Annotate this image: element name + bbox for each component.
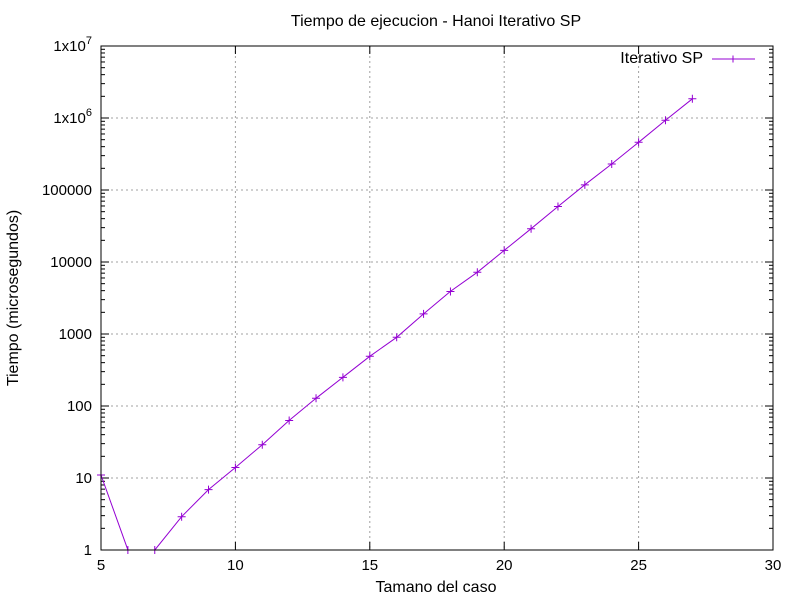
- data-point-marker: [231, 463, 240, 472]
- x-tick-label: 15: [361, 557, 378, 574]
- data-point-marker: [580, 180, 589, 189]
- data-point-marker: [285, 416, 294, 425]
- x-tick-label: 10: [227, 557, 244, 574]
- x-tick-label: 25: [630, 557, 647, 574]
- data-point-marker: [553, 202, 562, 211]
- data-point-marker: [258, 440, 267, 449]
- y-tick-label: 1: [84, 542, 92, 559]
- y-axis-title: Tiempo (microsegundos): [5, 210, 22, 386]
- series-line: [100, 98, 693, 551]
- data-point-marker: [392, 333, 401, 342]
- x-tick-label: 20: [496, 557, 513, 574]
- y-tick-labels: 1 10 100 1000 10000 100000 1x106 1x107: [42, 35, 92, 559]
- y-tick-label: 100000: [42, 182, 92, 199]
- data-point-marker: [527, 224, 536, 233]
- y-tick-label: 10000: [50, 254, 92, 271]
- legend-marker: [729, 55, 737, 63]
- data-point-marker: [365, 352, 374, 361]
- data-point-marker: [473, 268, 482, 277]
- y-tick-label: 100: [67, 398, 92, 415]
- x-tick-labels: 5 10 15 20 25 30: [97, 557, 782, 574]
- chart-title: Tiempo de ejecucion - Hanoi Iterativo SP: [291, 13, 581, 30]
- data-point-marker: [500, 246, 509, 255]
- data-point-marker: [177, 512, 186, 521]
- y-tick-label: 1x106: [53, 107, 92, 127]
- y-tick-label: 1000: [59, 326, 92, 343]
- y-tick-label: 10: [75, 470, 92, 487]
- x-tick-label: 5: [97, 557, 105, 574]
- legend: Iterativo SP: [620, 50, 755, 67]
- data-point-marker: [338, 373, 347, 382]
- series: [97, 94, 697, 554]
- y-tick-label: 1x107: [53, 35, 92, 55]
- data-point-marker: [446, 287, 455, 296]
- data-point-marker: [312, 394, 321, 403]
- grid: [101, 46, 773, 550]
- axis-ticks: [100, 45, 774, 551]
- data-point-marker: [688, 94, 697, 103]
- data-point-marker: [204, 485, 213, 494]
- data-point-marker: [634, 138, 643, 147]
- data-point-marker: [661, 116, 670, 125]
- x-axis-title: Tamano del caso: [376, 579, 497, 596]
- data-point-marker: [419, 309, 428, 318]
- x-tick-label: 30: [765, 557, 782, 574]
- plot-frame: [100, 45, 774, 551]
- legend-label: Iterativo SP: [620, 50, 703, 67]
- data-point-marker: [607, 159, 616, 168]
